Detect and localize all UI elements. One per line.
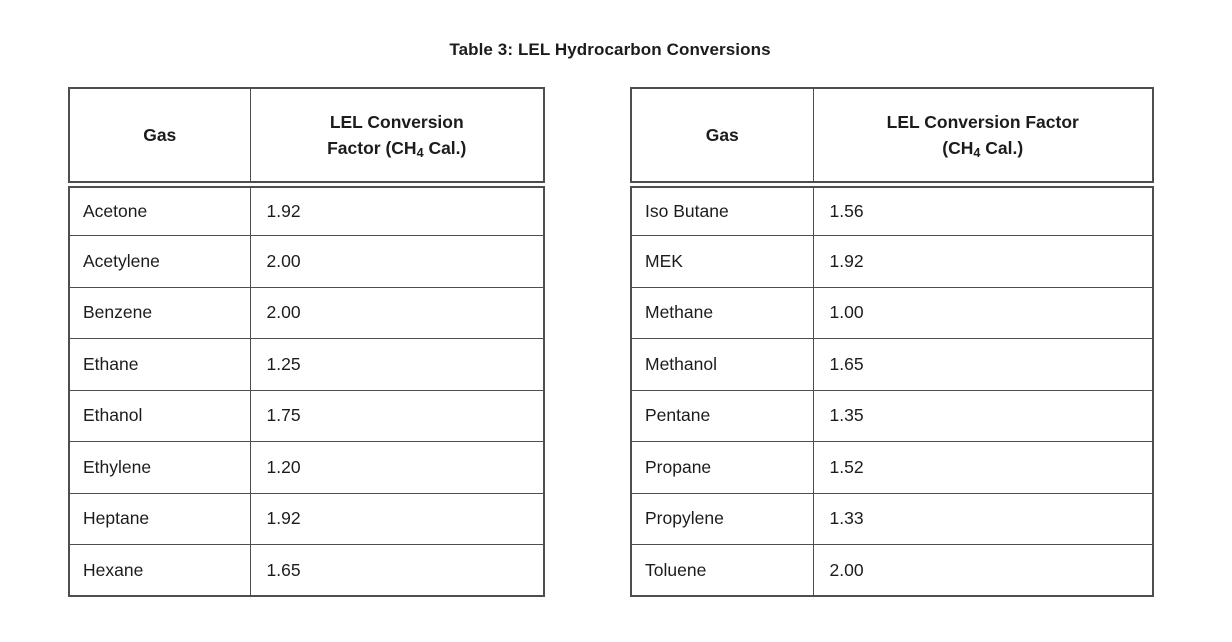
lel-conversion-table-right: Gas LEL Conversion Factor (CH4 Cal.) Iso… [630,87,1154,597]
table-caption: Table 3: LEL Hydrocarbon Conversions [449,40,771,59]
column-header-factor: LEL Conversion Factor (CH4 Cal.) [812,87,1154,188]
conversion-factor: 1.00 [812,286,1154,339]
conversion-factor: 1.92 [249,492,545,545]
gas-name: Benzene [68,286,251,339]
conversion-factor: 1.75 [249,389,545,442]
table-row: MEK 1.92 [630,235,1154,288]
gas-name: Iso Butane [630,183,814,236]
table-row: Propylene 1.33 [630,492,1154,545]
conversion-factor: 1.52 [812,441,1154,494]
table-row: Ethane 1.25 [68,338,545,391]
column-header-factor: LEL Conversion Factor (CH4 Cal.) [249,87,545,188]
conversion-factor: 1.65 [812,338,1154,391]
table-row: Acetylene 2.00 [68,235,545,288]
table-row: Hexane 1.65 [68,544,545,597]
gas-name: Hexane [68,544,251,597]
factor-header-prefix: Factor (CH [327,137,417,158]
gas-name: Heptane [68,492,251,545]
conversion-factor: 2.00 [249,286,545,339]
table-row: Iso Butane 1.56 [630,183,1154,236]
factor-header-prefix: (CH [942,137,974,158]
table-row: Ethylene 1.20 [68,441,545,494]
column-header-gas: Gas [630,87,814,188]
table-row: Propane 1.52 [630,441,1154,494]
gas-name: Propane [630,441,814,494]
gas-name: Ethanol [68,389,251,442]
gas-name: Acetone [68,183,251,236]
ch4-subscript: 4 [416,146,424,161]
conversion-factor: 1.33 [812,492,1154,545]
conversion-factor: 1.25 [249,338,545,391]
factor-header-line2: Factor (CH4 Cal.) [327,137,467,161]
table-row: Heptane 1.92 [68,492,545,545]
gas-name: Pentane [630,389,814,442]
conversion-factor: 1.56 [812,183,1154,236]
factor-header-suffix: Cal.) [423,137,467,158]
table-row: Benzene 2.00 [68,286,545,339]
conversion-factor: 1.35 [812,389,1154,442]
conversion-factor: 1.65 [249,544,545,597]
column-header-gas: Gas [68,87,251,188]
table-row: Methane 1.00 [630,286,1154,339]
gas-name: Acetylene [68,235,251,288]
factor-header-suffix: Cal.) [980,137,1024,158]
conversion-factor: 1.20 [249,441,545,494]
gas-name: Methanol [630,338,814,391]
factor-header-line2: (CH4 Cal.) [942,137,1024,161]
gas-name: Propylene [630,492,814,545]
gas-name: Ethane [68,338,251,391]
table-row: Toluene 2.00 [630,544,1154,597]
header-row: Gas LEL Conversion Factor (CH4 Cal.) [68,87,545,188]
conversion-factor: 2.00 [812,544,1154,597]
table-row: Methanol 1.65 [630,338,1154,391]
conversion-factor: 1.92 [249,183,545,236]
factor-header-line1: LEL Conversion [329,111,464,132]
ch4-subscript: 4 [973,146,981,161]
lel-conversion-table-left: Gas LEL Conversion Factor (CH4 Cal.) Ace… [68,87,545,597]
gas-name: Toluene [630,544,814,597]
factor-header-line1: LEL Conversion Factor [886,111,1079,132]
table-row: Acetone 1.92 [68,183,545,236]
gas-name: MEK [630,235,814,288]
conversion-factor: 1.92 [812,235,1154,288]
gas-name: Ethylene [68,441,251,494]
table-row: Pentane 1.35 [630,389,1154,442]
table-row: Ethanol 1.75 [68,389,545,442]
conversion-factor: 2.00 [249,235,545,288]
header-row: Gas LEL Conversion Factor (CH4 Cal.) [630,87,1154,188]
gas-name: Methane [630,286,814,339]
